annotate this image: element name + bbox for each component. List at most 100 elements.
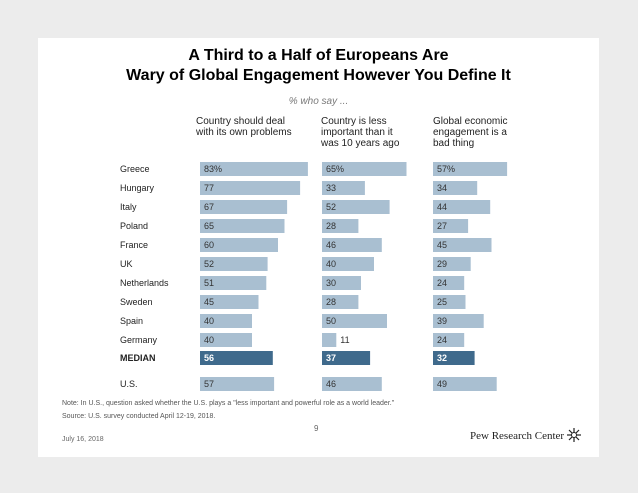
bar (322, 377, 382, 391)
bar (200, 200, 288, 214)
category-label: Greece (120, 164, 150, 174)
column-header-1-line-1: Country should deal (196, 116, 285, 127)
bar (433, 377, 497, 391)
bar (200, 181, 301, 195)
data-label: 83% (204, 164, 222, 174)
category-label: U.S. (120, 379, 138, 389)
bar (433, 351, 475, 365)
data-label: 49 (437, 379, 447, 389)
data-label: 39 (437, 316, 447, 326)
category-label: Spain (120, 316, 143, 326)
column-header-1: Country should deal with its own problem… (196, 116, 292, 138)
bar (322, 314, 387, 328)
bar (322, 295, 359, 309)
bar (433, 276, 465, 290)
data-label: 56 (204, 353, 214, 363)
data-label: 65% (326, 164, 344, 174)
data-label: 33 (326, 183, 336, 193)
bar (322, 257, 374, 271)
data-label: 46 (326, 379, 336, 389)
column-header-3-line-2: engagement is a (433, 127, 507, 138)
data-label: 44 (437, 202, 447, 212)
data-label: 67 (204, 202, 214, 212)
data-label: 24 (437, 335, 447, 345)
bar (200, 314, 252, 328)
bar (433, 219, 469, 233)
data-label: 46 (326, 240, 336, 250)
category-label: Poland (120, 221, 148, 231)
bar (200, 219, 285, 233)
category-label: France (120, 240, 148, 250)
data-label: 60 (204, 240, 214, 250)
category-label: UK (120, 259, 133, 269)
category-label: Germany (120, 335, 158, 345)
category-label: Hungary (120, 183, 155, 193)
data-label: 25 (437, 297, 447, 307)
bar (322, 351, 371, 365)
column-header-2-line-1: Country is less (321, 116, 387, 127)
category-label: MEDIAN (120, 353, 156, 363)
column-header-3-line-1: Global economic (433, 116, 508, 127)
data-label: 32 (437, 353, 447, 363)
bar (322, 200, 390, 214)
column-header-2: Country is less important than it was 10… (321, 116, 399, 149)
category-label: Italy (120, 202, 137, 212)
data-label: 40 (204, 335, 214, 345)
column-header-2-line-3: was 10 years ago (321, 138, 400, 149)
chart-note: Note: In U.S., question asked whether th… (62, 400, 395, 407)
brand-logo-text: Pew Research Center (470, 430, 565, 442)
data-label: 30 (326, 278, 336, 288)
bar (433, 162, 508, 176)
data-label: 40 (204, 316, 214, 326)
data-label: 29 (437, 259, 447, 269)
bar (433, 295, 466, 309)
data-label: 24 (437, 278, 447, 288)
chart-subtitle: % who say ... (288, 96, 349, 107)
bar (322, 162, 407, 176)
data-label: 11 (340, 335, 349, 345)
bar (200, 351, 273, 365)
data-label: 57 (204, 379, 214, 389)
data-label: 40 (326, 259, 336, 269)
title-line-1: A Third to a Half of Europeans Are (188, 47, 449, 64)
bar (200, 333, 252, 347)
chart-source: Source: U.S. survey conducted April 12-1… (62, 413, 216, 420)
chart-title: A Third to a Half of Europeans Are Wary … (38, 46, 599, 86)
data-label: 28 (326, 221, 336, 231)
data-label: 37 (326, 353, 336, 363)
data-label: 77 (204, 183, 214, 193)
bar (322, 181, 365, 195)
bar (200, 257, 268, 271)
data-label: 28 (326, 297, 336, 307)
bar-chart: Greece 83% 65% 57% Hungary 77 33 34 Italy 67 52 44 P… (120, 162, 508, 391)
column-header-3: Global economic engagement is a bad thin… (433, 116, 507, 149)
bar (200, 377, 275, 391)
data-label: 51 (204, 278, 214, 288)
column-header-2-line-2: important than it (321, 127, 393, 138)
column-header-1-line-2: with its own problems (196, 127, 292, 138)
bar (322, 333, 337, 347)
slide: A Third to a Half of Europeans Are Wary … (38, 38, 599, 457)
bar (200, 295, 259, 309)
data-label: 52 (204, 259, 214, 269)
bar (200, 238, 278, 252)
data-label: 27 (437, 221, 447, 231)
column-header-3-line-3: bad thing (433, 138, 475, 149)
title-line-2: Wary of Global Engagement However You De… (126, 67, 511, 84)
category-label: Netherlands (120, 278, 169, 288)
data-label: 52 (326, 202, 336, 212)
bar (200, 276, 267, 290)
bar (433, 314, 484, 328)
bar (433, 238, 492, 252)
bar (322, 219, 359, 233)
data-label: 45 (437, 240, 447, 250)
bar (200, 162, 308, 176)
bar (433, 333, 465, 347)
page-number: 9 (314, 424, 319, 433)
bar (322, 238, 382, 252)
data-label: 34 (437, 183, 447, 193)
data-label: 50 (326, 316, 336, 326)
bar (322, 276, 361, 290)
sunburst-logo-icon (567, 428, 581, 442)
data-label: 65 (204, 221, 214, 231)
